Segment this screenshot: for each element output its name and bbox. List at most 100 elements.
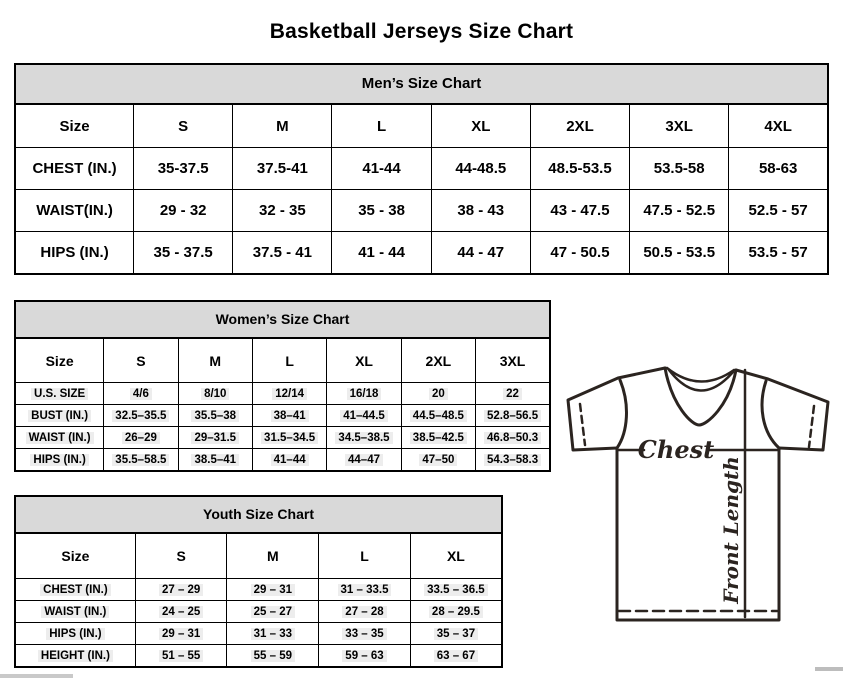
- size-value-cell: 54.3–58.3: [475, 448, 551, 472]
- size-value-cell: 34.5–38.5: [326, 426, 402, 449]
- size-value-cell: 38.5–42.5: [400, 426, 477, 449]
- size-value-cell: 44 - 47: [430, 231, 531, 275]
- size-value-cell: 26–29: [103, 426, 179, 449]
- size-value-cell: 44-48.5: [430, 147, 531, 190]
- size-value-cell: 52.5 - 57: [728, 189, 829, 232]
- row-label: BUST (IN.): [14, 404, 105, 427]
- horizontal-scrollbar-fragment[interactable]: [0, 674, 73, 678]
- header-row: Size S M L XL: [14, 532, 503, 579]
- size-value-cell: 41–44.5: [326, 404, 402, 427]
- table-row: WAIST (IN.) 26–29 29–31.5 31.5–34.5 34.5–38.…: [14, 426, 551, 449]
- size-value-cell: 58-63: [728, 147, 829, 190]
- column-header: L: [331, 103, 432, 148]
- row-label: HEIGHT (IN.): [14, 644, 136, 668]
- size-value-cell: 29 – 31: [134, 622, 228, 645]
- column-header: M: [226, 532, 320, 579]
- size-value-cell: 37.5-41: [232, 147, 333, 190]
- size-value-cell: 52.8–56.5: [475, 404, 551, 427]
- header-row: Size S M L XL 2XL 3XL: [14, 337, 551, 383]
- table-row: HIPS (IN.) 35.5–58.5 38.5–41 41–44 44–47 47–5…: [14, 448, 551, 472]
- size-value-cell: 46.8–50.3: [475, 426, 551, 449]
- size-value-cell: 31 – 33: [226, 622, 320, 645]
- size-value-cell: 59 – 63: [318, 644, 411, 668]
- jersey-right-cuff-dashed: [807, 404, 816, 449]
- row-label: HIPS (IN.): [14, 622, 136, 645]
- size-value-cell: 41 - 44: [331, 231, 432, 275]
- size-value-cell: 38 - 43: [430, 189, 531, 232]
- size-value-cell: 27 – 28: [318, 600, 411, 623]
- header-row: Size S M L XL 2XL 3XL 4XL: [14, 103, 829, 148]
- size-value-cell: 37.5 - 41: [232, 231, 333, 275]
- size-value-cell: 33.5 – 36.5: [409, 578, 503, 601]
- column-header: S: [103, 337, 179, 383]
- column-header: S: [134, 532, 228, 579]
- row-label: HIPS (IN.): [14, 448, 105, 472]
- size-value-cell: 35.5–38: [177, 404, 253, 427]
- jersey-measurement-diagram: Chest Front Length: [566, 366, 830, 622]
- size-value-cell: 44–47: [326, 448, 402, 472]
- vertical-scrollbar-fragment[interactable]: [815, 667, 843, 671]
- mens-size-chart: Men’s Size Chart Size S M L XL 2XL 3XL 4XL CHEST…: [14, 63, 829, 275]
- table-row: CHEST (IN.) 35-37.5 37.5-41 41-44 44-48.5 48.…: [14, 147, 829, 190]
- size-value-cell: 32.5–35.5: [103, 404, 179, 427]
- table-row: HEIGHT (IN.) 51 – 55 55 – 59 59 – 63 63 – 67: [14, 644, 503, 668]
- size-value-cell: 47.5 - 52.5: [629, 189, 730, 232]
- jersey-left-shoulder-seam: [615, 378, 628, 450]
- size-value-cell: 29 - 32: [133, 189, 234, 232]
- table-row: BUST (IN.) 32.5–35.5 35.5–38 38–41 41–44.5 44…: [14, 404, 551, 427]
- size-value-cell: 31 – 33.5: [318, 578, 411, 601]
- size-value-cell: 32 - 35: [232, 189, 333, 232]
- size-value-cell: 31.5–34.5: [251, 426, 328, 449]
- row-label: U.S. SIZE: [14, 382, 105, 405]
- column-header: 2XL: [400, 337, 477, 383]
- size-value-cell: 48.5-53.5: [529, 147, 631, 190]
- front-length-label: Front Length: [719, 456, 743, 605]
- row-label: HIPS (IN.): [14, 231, 135, 275]
- size-value-cell: 38–41: [251, 404, 328, 427]
- column-header: Size: [14, 532, 136, 579]
- size-value-cell: 41–44: [251, 448, 328, 472]
- size-value-cell: 35.5–58.5: [103, 448, 179, 472]
- size-value-cell: 20: [400, 382, 477, 405]
- size-value-cell: 55 – 59: [226, 644, 320, 668]
- size-value-cell: 47 - 50.5: [529, 231, 631, 275]
- row-label: WAIST(IN.): [14, 189, 135, 232]
- size-value-cell: 38.5–41: [177, 448, 253, 472]
- column-header: M: [232, 103, 333, 148]
- column-header: Size: [14, 337, 105, 383]
- jersey-collar-band-2: [667, 368, 735, 392]
- size-value-cell: 43 - 47.5: [529, 189, 631, 232]
- column-header: L: [251, 337, 328, 383]
- column-header: S: [133, 103, 234, 148]
- size-value-cell: 35 - 37.5: [133, 231, 234, 275]
- youth-size-chart: Youth Size Chart Size S M L XL CHEST (IN.) 27 …: [14, 495, 503, 668]
- mens-chart-title: Men’s Size Chart: [14, 63, 829, 103]
- size-value-cell: 22: [475, 382, 551, 405]
- jersey-outline: [566, 366, 830, 622]
- jersey-left-cuff-dashed: [578, 402, 587, 447]
- column-header: XL: [326, 337, 402, 383]
- size-value-cell: 33 – 35: [318, 622, 411, 645]
- youth-chart-title: Youth Size Chart: [14, 495, 503, 532]
- column-header: 4XL: [728, 103, 829, 148]
- size-value-cell: 53.5 - 57: [728, 231, 829, 275]
- table-row: HIPS (IN.) 29 – 31 31 – 33 33 – 35 35 – 37: [14, 622, 503, 645]
- size-value-cell: 53.5-58: [629, 147, 730, 190]
- womens-chart-title: Women’s Size Chart: [14, 300, 551, 337]
- size-value-cell: 4/6: [103, 382, 179, 405]
- size-value-cell: 35 - 38: [331, 189, 432, 232]
- size-value-cell: 35-37.5: [133, 147, 234, 190]
- page-title: Basketball Jerseys Size Chart: [269, 20, 574, 44]
- size-value-cell: 28 – 29.5: [409, 600, 503, 623]
- size-value-cell: 25 – 27: [226, 600, 320, 623]
- size-value-cell: 24 – 25: [134, 600, 228, 623]
- size-value-cell: 51 – 55: [134, 644, 228, 668]
- chest-label: Chest: [638, 435, 714, 464]
- table-row: WAIST(IN.) 29 - 32 32 - 35 35 - 38 38 - 43 43…: [14, 189, 829, 232]
- jersey-collar-outer: [663, 366, 738, 427]
- table-row: HIPS (IN.) 35 - 37.5 37.5 - 41 41 - 44 44 - …: [14, 231, 829, 275]
- size-value-cell: 16/18: [326, 382, 402, 405]
- row-label: WAIST (IN.): [14, 426, 105, 449]
- mens-size-table: Size S M L XL 2XL 3XL 4XL CHEST (IN.) 35-37.5 37.5…: [14, 103, 829, 275]
- jersey-collar-band-1: [665, 366, 736, 383]
